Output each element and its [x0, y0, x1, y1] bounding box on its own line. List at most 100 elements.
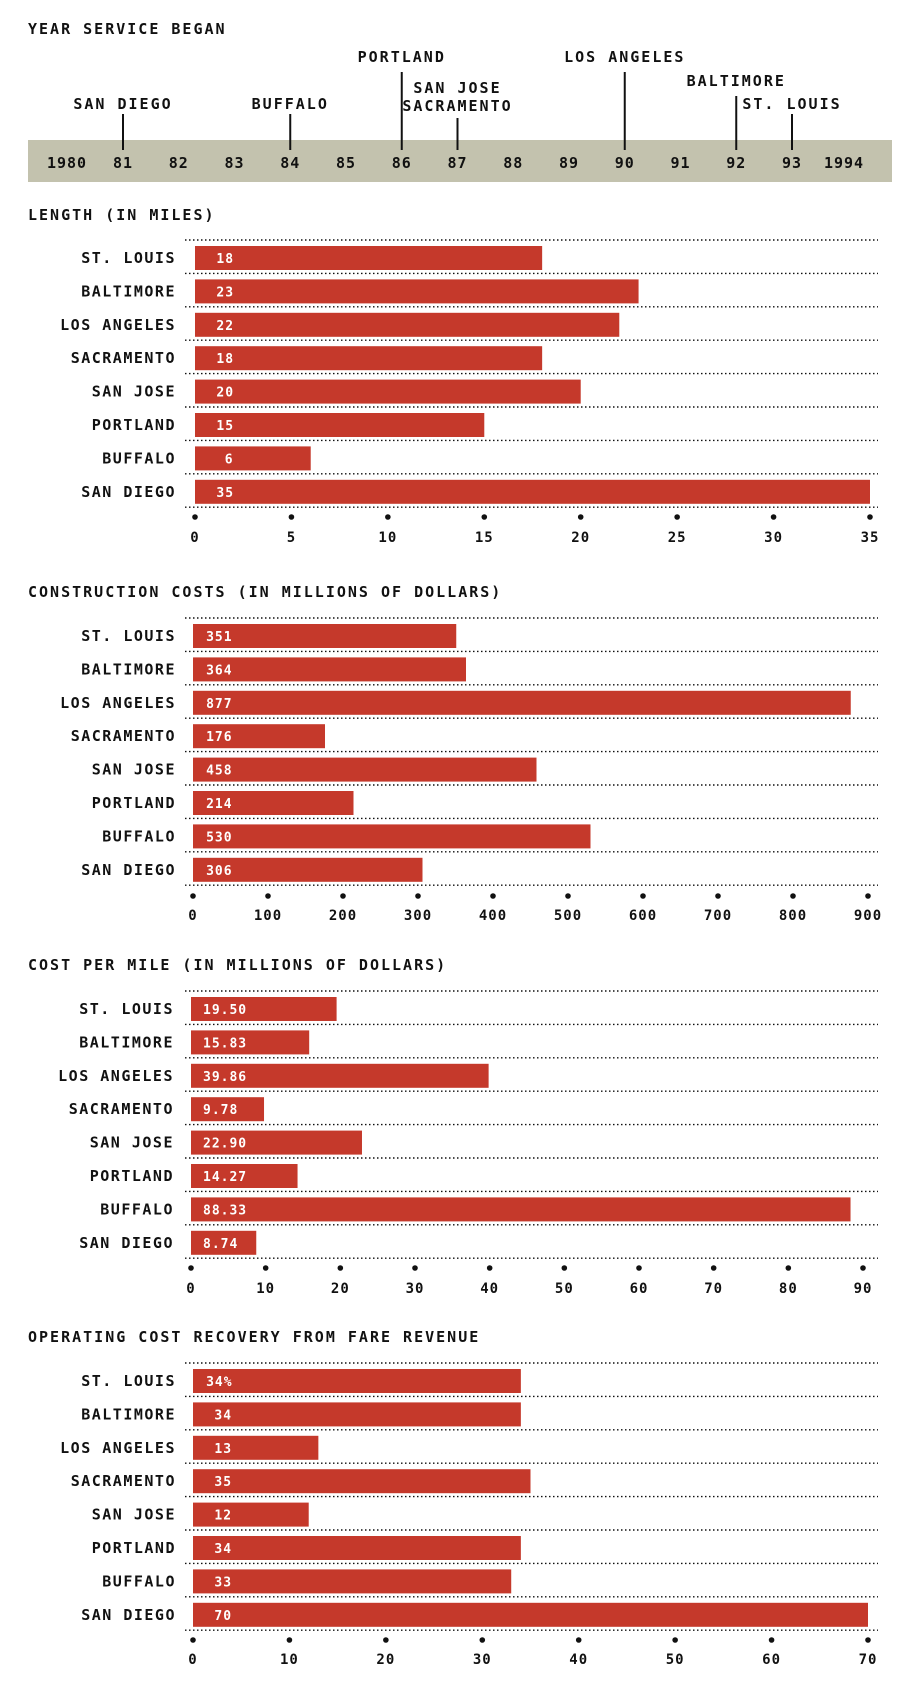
bar	[195, 346, 543, 371]
tick-label: 800	[779, 908, 807, 924]
tick-mark	[190, 1637, 196, 1643]
bar-value-label: 34	[214, 1542, 232, 1557]
bar	[193, 624, 457, 648]
tick-mark	[385, 514, 391, 520]
bar	[191, 1164, 298, 1188]
tick-label: 15	[475, 530, 494, 546]
tick-label: 40	[569, 1652, 588, 1668]
tick-mark	[481, 514, 488, 520]
bar	[193, 757, 537, 782]
tick-mark	[867, 514, 873, 520]
bar-value-label: 33	[214, 1575, 232, 1590]
category-label: PORTLAND	[90, 1167, 174, 1185]
bar-value-label: 364	[206, 663, 232, 678]
tick-mark	[340, 893, 346, 899]
timeline-event-label: SAN JOSE	[413, 79, 501, 97]
chart-title: CONSTRUCTION COSTS (IN MILLIONS OF DOLLA…	[28, 583, 502, 601]
tick-mark	[575, 1637, 582, 1643]
category-label: PORTLAND	[92, 794, 176, 812]
bar	[191, 1130, 362, 1155]
tick-mark	[770, 514, 777, 520]
bar-value-label: 14.27	[203, 1170, 247, 1185]
tick-mark	[486, 1265, 493, 1271]
tick-mark	[415, 893, 421, 899]
timeline-year-label: 1980	[47, 154, 87, 172]
tick-mark	[768, 1637, 775, 1643]
tick-label: 20	[376, 1652, 395, 1668]
tick-label: 20	[331, 1281, 350, 1297]
bar-value-label: 34%	[206, 1375, 232, 1390]
bar-value-label: 19.50	[203, 1003, 247, 1018]
bar-value-label: 22.90	[203, 1137, 247, 1152]
tick-mark	[710, 1265, 717, 1271]
tick-mark	[286, 1637, 293, 1643]
tick-mark	[412, 1265, 418, 1271]
tick-mark	[674, 514, 680, 520]
chart-title: LENGTH (IN MILES)	[28, 206, 216, 224]
tick-label: 100	[254, 908, 282, 924]
bar-value-label: 176	[206, 730, 232, 745]
bar-value-label: 22	[216, 319, 234, 334]
bar	[193, 1536, 521, 1560]
timeline-year-label: 91	[670, 154, 690, 172]
bar-value-label: 12	[214, 1509, 232, 1524]
category-label: ST. LOUIS	[81, 1372, 176, 1390]
tick-label: 30	[764, 530, 783, 546]
tick-label: 400	[479, 908, 507, 924]
timeline-year-label: 85	[336, 154, 356, 172]
bar	[191, 997, 337, 1021]
category-label: SAN DIEGO	[79, 1234, 174, 1252]
category-label: ST. LOUIS	[81, 627, 176, 645]
category-label: SAN DIEGO	[81, 1606, 176, 1624]
timeline-year-label: 81	[113, 154, 133, 172]
bar-value-label: 8.74	[203, 1237, 238, 1252]
timeline-year-label: 92	[726, 154, 746, 172]
bar-value-label: 15.83	[203, 1036, 247, 1051]
tick-label: 70	[704, 1281, 723, 1297]
bar	[191, 1097, 265, 1122]
tick-label: 35	[861, 530, 880, 546]
tick-mark	[337, 1265, 344, 1271]
bar-value-label: 18	[216, 352, 234, 367]
bar-value-label: 530	[206, 830, 232, 845]
tick-mark	[865, 893, 871, 899]
chart-2: CONSTRUCTION COSTS (IN MILLIONS OF DOLLA…	[28, 583, 881, 924]
bar	[191, 1230, 257, 1255]
bar	[193, 1469, 531, 1494]
bar	[195, 413, 485, 437]
chart-4: OPERATING COST RECOVERY FROM FARE REVENU…	[28, 1328, 878, 1668]
tick-label: 0	[188, 908, 197, 924]
timeline-year-label: 93	[782, 154, 802, 172]
timeline-year-label: 83	[224, 154, 244, 172]
tick-mark	[577, 514, 584, 520]
tick-label: 30	[473, 1652, 492, 1668]
category-label: BALTIMORE	[81, 1405, 176, 1423]
tick-mark	[192, 514, 198, 520]
category-label: ST. LOUIS	[79, 1000, 174, 1018]
category-label: PORTLAND	[92, 416, 176, 434]
category-label: SACRAMENTO	[71, 1472, 176, 1490]
category-label: LOS ANGELES	[60, 694, 176, 712]
tick-label: 500	[554, 908, 582, 924]
bar	[193, 724, 325, 749]
tick-label: 40	[480, 1281, 499, 1297]
bar	[195, 279, 639, 304]
timeline-event-label: LOS ANGELES	[564, 48, 685, 66]
bar	[193, 1502, 309, 1527]
timeline-year-label: 87	[447, 154, 467, 172]
bar	[195, 246, 543, 270]
category-label: BUFFALO	[102, 1572, 176, 1590]
category-label: SAN DIEGO	[81, 483, 176, 501]
bar-value-label: 35	[216, 486, 234, 501]
category-label: SACRAMENTO	[71, 727, 176, 745]
bar-value-label: 9.78	[203, 1103, 238, 1118]
chart-3: COST PER MILE (IN MILLIONS OF DOLLARS) ST…	[28, 956, 878, 1297]
timeline-year-label: 90	[615, 154, 635, 172]
category-label: PORTLAND	[92, 1539, 176, 1557]
timeline-band	[28, 140, 892, 182]
timeline-event-label: SACRAMENTO	[402, 97, 512, 115]
category-label: BUFFALO	[100, 1200, 174, 1218]
tick-mark	[790, 893, 796, 899]
timeline-year-label: 89	[559, 154, 579, 172]
